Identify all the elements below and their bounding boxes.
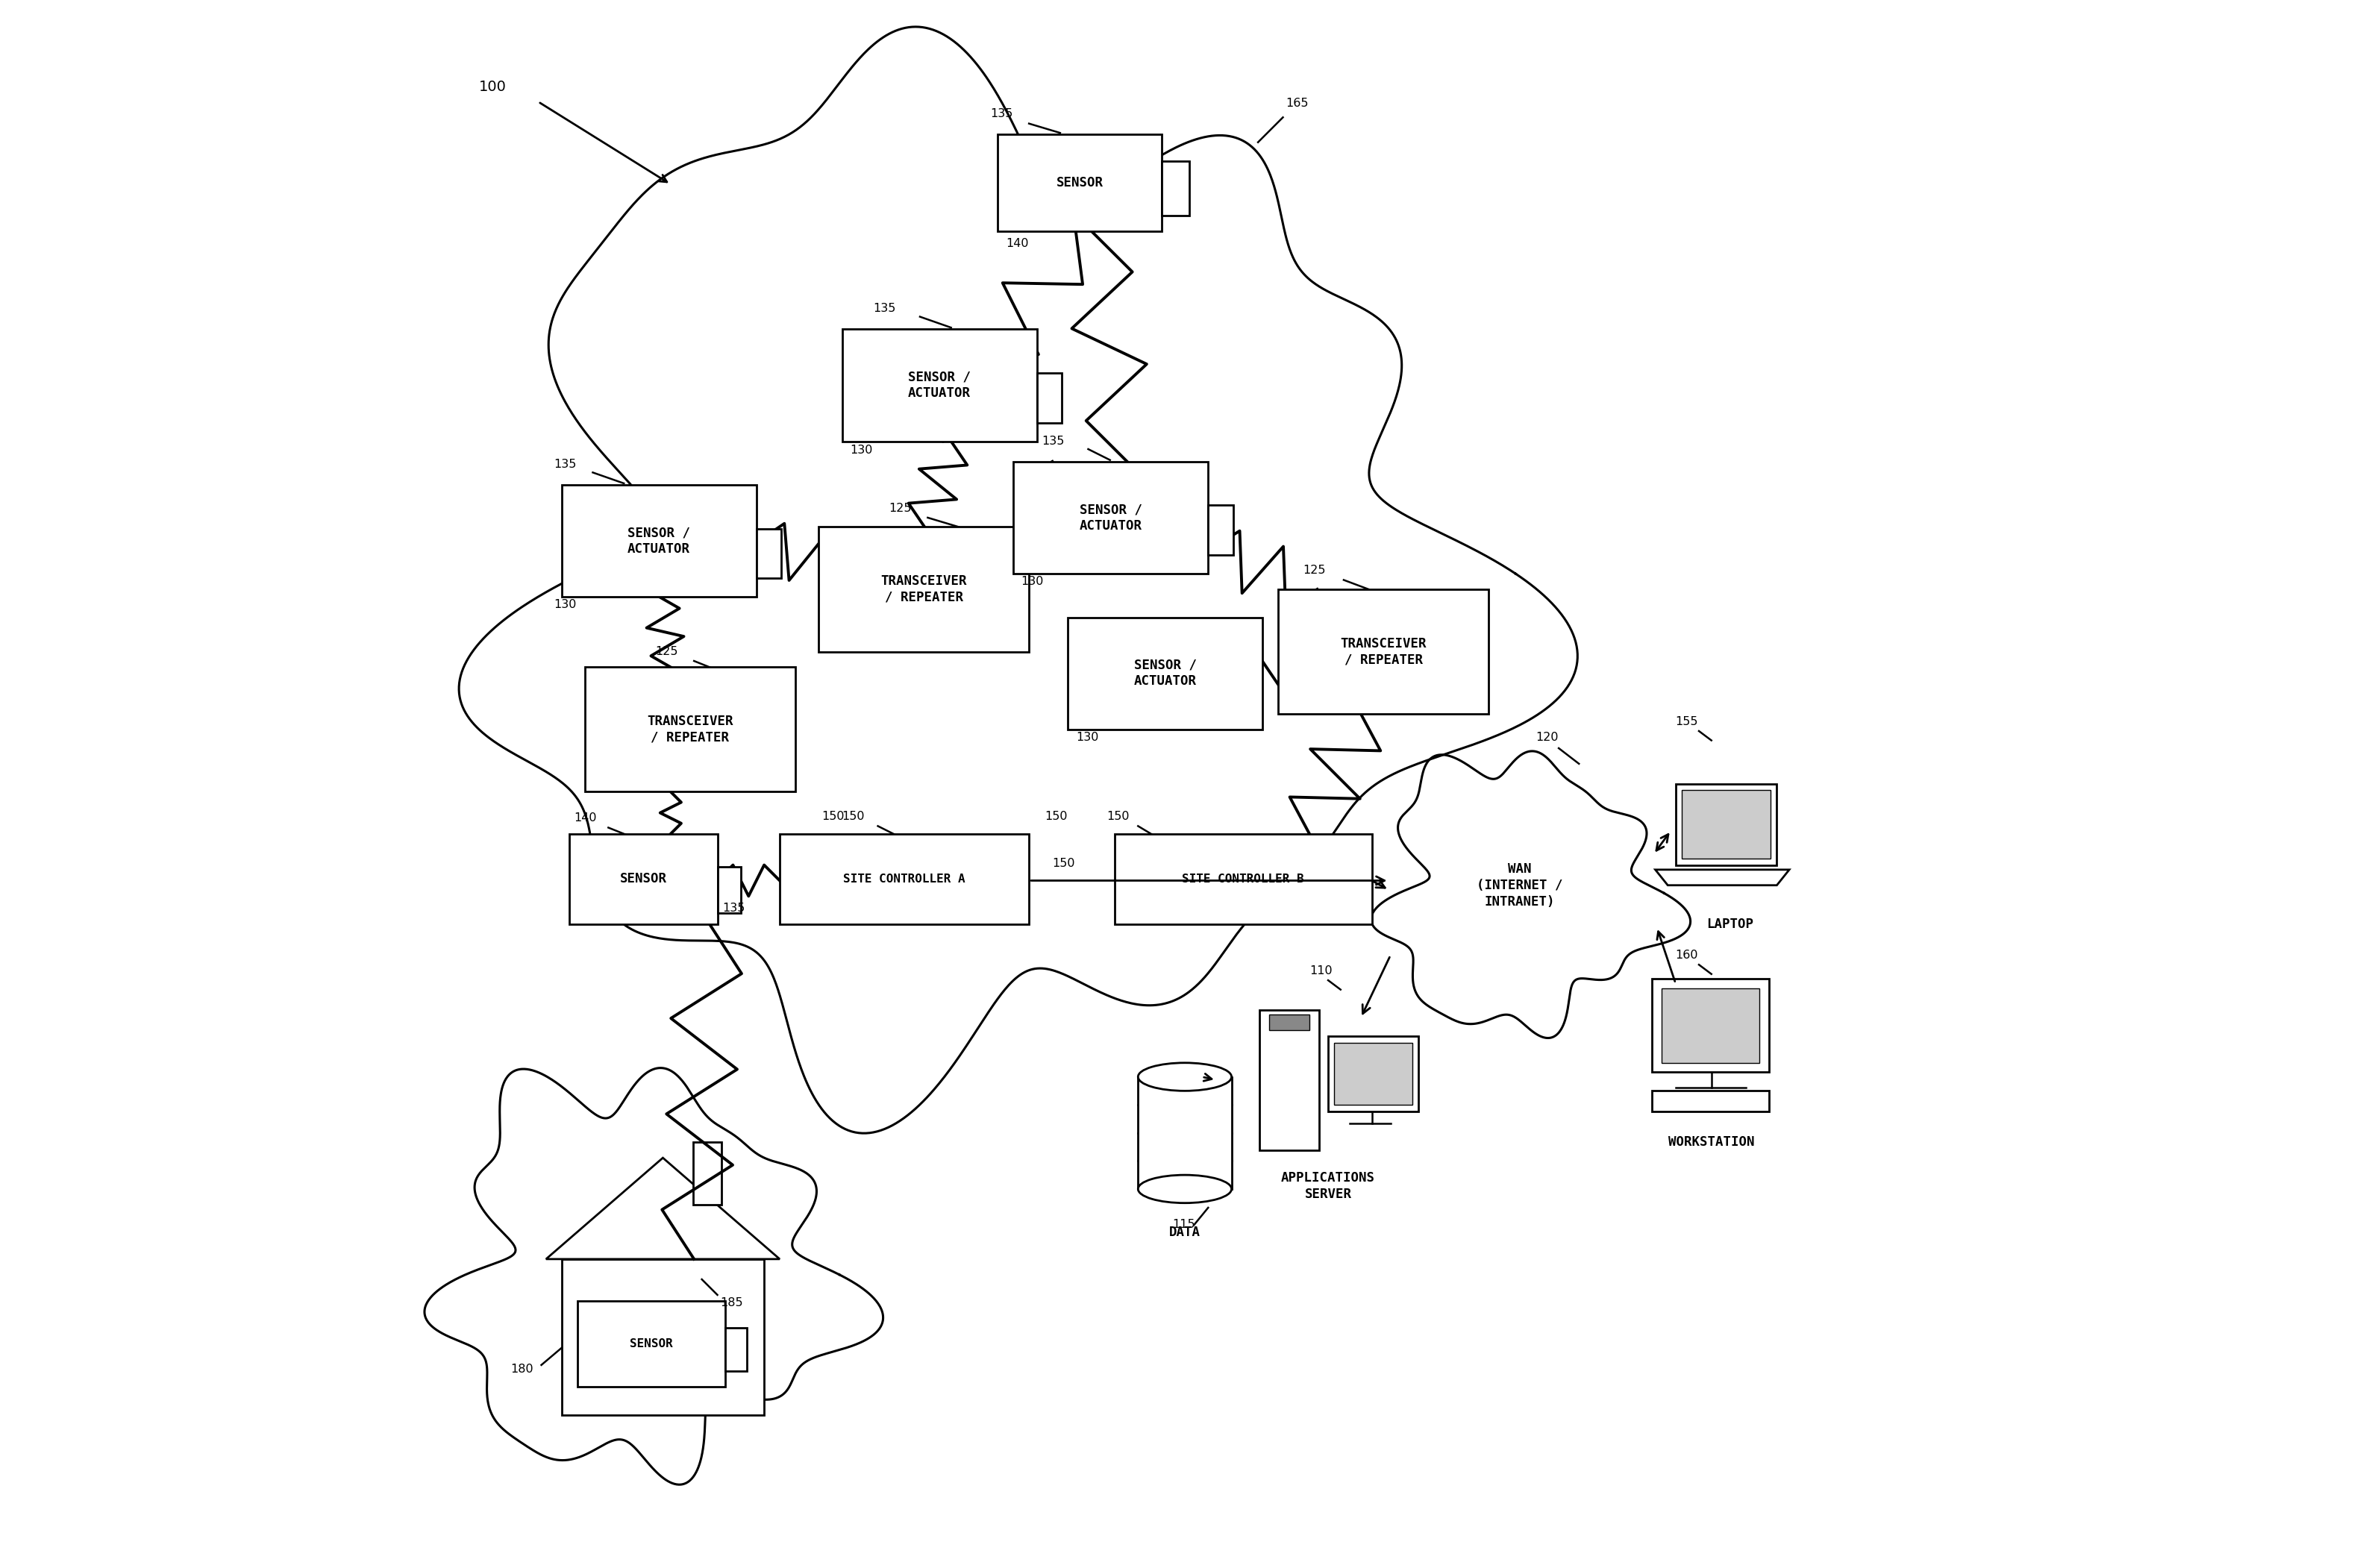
Text: 130: 130 — [1076, 731, 1099, 743]
Text: 160: 160 — [1676, 950, 1697, 961]
Text: 135: 135 — [553, 459, 577, 470]
Text: LAPTOP: LAPTOP — [1707, 917, 1754, 931]
FancyBboxPatch shape — [779, 834, 1029, 924]
FancyBboxPatch shape — [1653, 1091, 1768, 1112]
Polygon shape — [1655, 870, 1789, 886]
Text: 140: 140 — [574, 812, 598, 823]
Text: 150: 150 — [1106, 811, 1130, 822]
Text: 150: 150 — [1045, 811, 1066, 822]
FancyBboxPatch shape — [586, 666, 796, 792]
FancyBboxPatch shape — [1676, 784, 1777, 866]
Text: 125: 125 — [1304, 564, 1325, 575]
FancyBboxPatch shape — [998, 135, 1161, 230]
FancyBboxPatch shape — [1069, 618, 1262, 729]
FancyBboxPatch shape — [1137, 1077, 1231, 1189]
Text: 150: 150 — [843, 811, 864, 822]
FancyBboxPatch shape — [1278, 590, 1488, 713]
Text: 135: 135 — [1040, 436, 1064, 447]
Ellipse shape — [1137, 1174, 1231, 1203]
FancyBboxPatch shape — [756, 528, 782, 579]
FancyBboxPatch shape — [570, 834, 718, 924]
Text: SENSOR /
ACTUATOR: SENSOR / ACTUATOR — [909, 370, 970, 400]
Text: SENSOR /
ACTUATOR: SENSOR / ACTUATOR — [1135, 659, 1196, 688]
FancyBboxPatch shape — [1015, 461, 1208, 574]
Text: 140: 140 — [1005, 238, 1029, 249]
FancyBboxPatch shape — [1662, 988, 1761, 1063]
Text: 135: 135 — [991, 108, 1012, 119]
Text: 135: 135 — [723, 903, 744, 914]
Text: 125: 125 — [890, 502, 911, 514]
FancyBboxPatch shape — [1036, 373, 1062, 423]
Text: SENSOR: SENSOR — [1057, 176, 1104, 190]
Text: 180: 180 — [511, 1364, 532, 1375]
FancyBboxPatch shape — [819, 527, 1029, 652]
Text: APPLICATIONS
SERVER: APPLICATIONS SERVER — [1281, 1171, 1375, 1201]
FancyBboxPatch shape — [1269, 1014, 1309, 1030]
FancyBboxPatch shape — [843, 329, 1036, 441]
Text: 185: 185 — [720, 1297, 744, 1308]
FancyBboxPatch shape — [692, 1142, 720, 1204]
Text: 115: 115 — [1172, 1218, 1196, 1231]
Text: WORKSTATION: WORKSTATION — [1669, 1135, 1754, 1149]
FancyBboxPatch shape — [1208, 505, 1233, 555]
FancyBboxPatch shape — [1335, 1043, 1412, 1105]
FancyBboxPatch shape — [563, 1259, 765, 1414]
Text: TRANSCEIVER
/ REPEATER: TRANSCEIVER / REPEATER — [1339, 637, 1427, 666]
Text: SENSOR: SENSOR — [629, 1339, 673, 1350]
FancyBboxPatch shape — [725, 1328, 746, 1372]
Text: 150: 150 — [1052, 858, 1076, 869]
Text: 130: 130 — [850, 445, 873, 456]
FancyBboxPatch shape — [1259, 1010, 1318, 1149]
Text: TRANSCEIVER
/ REPEATER: TRANSCEIVER / REPEATER — [880, 574, 967, 604]
Text: SENSOR /
ACTUATOR: SENSOR / ACTUATOR — [629, 527, 690, 555]
Text: SITE CONTROLLER B: SITE CONTROLLER B — [1182, 873, 1304, 884]
Text: SENSOR: SENSOR — [619, 872, 666, 886]
Text: SENSOR /
ACTUATOR: SENSOR / ACTUATOR — [1080, 503, 1142, 533]
Text: 120: 120 — [1535, 731, 1558, 743]
FancyBboxPatch shape — [1328, 1036, 1419, 1112]
Text: SITE CONTROLLER A: SITE CONTROLLER A — [843, 873, 965, 884]
Text: 135: 135 — [873, 303, 897, 314]
Text: 150: 150 — [822, 811, 845, 822]
FancyBboxPatch shape — [563, 485, 756, 597]
FancyBboxPatch shape — [1116, 834, 1372, 924]
Text: 125: 125 — [654, 646, 678, 657]
Text: 155: 155 — [1676, 717, 1697, 728]
FancyBboxPatch shape — [718, 867, 742, 913]
Text: DATA: DATA — [1170, 1226, 1201, 1239]
FancyBboxPatch shape — [1653, 978, 1768, 1073]
Text: 130: 130 — [553, 599, 577, 610]
FancyBboxPatch shape — [1681, 790, 1770, 859]
Text: 110: 110 — [1309, 964, 1332, 977]
Text: 100: 100 — [478, 80, 506, 94]
Ellipse shape — [1137, 1063, 1231, 1091]
Text: 165: 165 — [1285, 97, 1309, 108]
FancyBboxPatch shape — [577, 1301, 725, 1386]
FancyBboxPatch shape — [1161, 162, 1189, 215]
Text: TRANSCEIVER
/ REPEATER: TRANSCEIVER / REPEATER — [647, 715, 732, 745]
Text: 130: 130 — [1022, 575, 1043, 586]
Text: WAN
(INTERNET /
INTRANET): WAN (INTERNET / INTRANET) — [1476, 862, 1563, 908]
